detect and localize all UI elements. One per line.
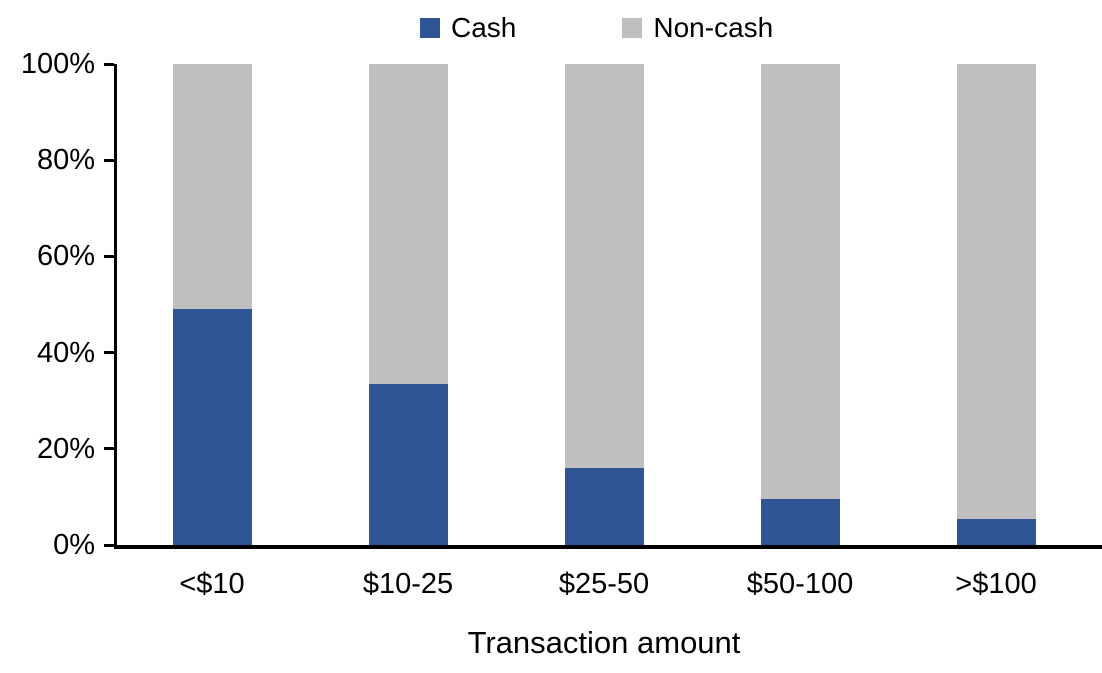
x-axis-category-label: $25-50 bbox=[558, 568, 650, 600]
y-axis-tick-label: 20% bbox=[36, 432, 95, 465]
x-axis-category-label: <$10 bbox=[179, 568, 245, 600]
y-axis-tick-label: 60% bbox=[36, 240, 95, 273]
y-axis-tick bbox=[104, 543, 114, 547]
bar-5 bbox=[956, 64, 1036, 545]
bar-segment-noncash bbox=[564, 64, 644, 469]
bar-3 bbox=[564, 64, 644, 545]
chart-legend: Cash Non-cash bbox=[420, 12, 773, 44]
legend-label: Non-cash bbox=[653, 12, 774, 43]
bar-segment-cash bbox=[564, 468, 644, 545]
y-axis-line bbox=[114, 64, 117, 548]
x-axis-category-label: $50-100 bbox=[746, 568, 854, 600]
bar-segment-noncash bbox=[172, 64, 252, 310]
x-axis-category-label: >$100 bbox=[955, 568, 1037, 600]
legend-swatch-icon bbox=[420, 18, 440, 38]
y-axis-tick bbox=[104, 158, 114, 162]
x-axis-line bbox=[114, 545, 1102, 549]
y-axis-tick bbox=[104, 254, 114, 258]
bar-1 bbox=[172, 64, 252, 545]
legend-label: Cash bbox=[451, 12, 517, 43]
y-axis-tick bbox=[104, 351, 114, 355]
bar-segment-noncash bbox=[368, 64, 448, 384]
y-axis-tick-label: 0% bbox=[53, 529, 95, 561]
bar-segment-noncash bbox=[956, 64, 1036, 519]
bar-segment-cash bbox=[760, 499, 840, 545]
bar-2 bbox=[368, 64, 448, 545]
y-axis-tick-label: 80% bbox=[36, 144, 95, 177]
bar-segment-cash bbox=[172, 309, 252, 545]
x-axis-category-label: $10-25 bbox=[362, 568, 454, 600]
x-axis-title: Transaction amount bbox=[467, 625, 741, 660]
bar-segment-noncash bbox=[760, 64, 840, 500]
legend-item-cash: Cash bbox=[420, 12, 516, 44]
y-axis-tick-label: 100% bbox=[20, 48, 95, 80]
y-axis-tick bbox=[104, 62, 114, 66]
bar-4 bbox=[760, 64, 840, 545]
bar-segment-cash bbox=[956, 518, 1036, 545]
legend-item-non-cash: Non-cash bbox=[622, 12, 773, 44]
y-axis-tick bbox=[104, 447, 114, 451]
y-axis-tick-label: 40% bbox=[36, 336, 95, 369]
legend-swatch-icon bbox=[622, 18, 643, 38]
bar-segment-cash bbox=[368, 383, 448, 545]
